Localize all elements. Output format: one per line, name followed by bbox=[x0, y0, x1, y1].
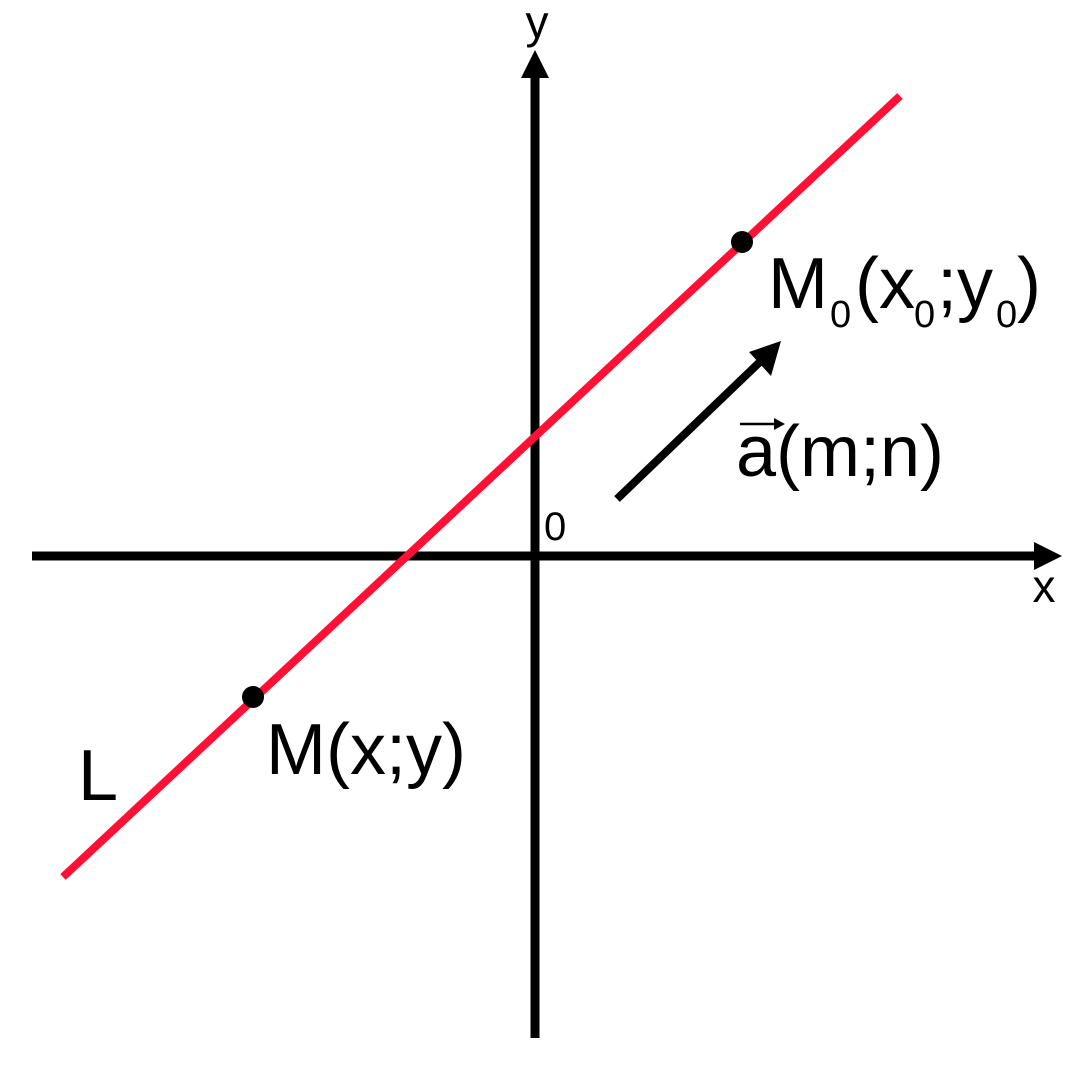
point-m0-label-main: M bbox=[768, 244, 828, 324]
axis-x-label: x bbox=[1033, 560, 1056, 612]
point-m0-label-open-x: (x bbox=[855, 244, 915, 324]
point-m-dot bbox=[242, 686, 264, 708]
point-m0-label-sub-2: 0 bbox=[914, 294, 935, 336]
line-l bbox=[60, 93, 903, 880]
y-axis-arrowhead bbox=[521, 50, 549, 78]
direction-vector bbox=[614, 354, 768, 502]
vector-coords: (m;n) bbox=[776, 412, 944, 492]
point-m0-label-sub-3: 0 bbox=[996, 294, 1017, 336]
point-m0-label-sep-y: ;y bbox=[937, 244, 993, 324]
direction-vector-arrowhead bbox=[749, 341, 781, 376]
vector-letter: a bbox=[736, 412, 777, 492]
line-label: L bbox=[78, 736, 118, 816]
point-m0-dot bbox=[731, 231, 753, 253]
vector-label: a (m;n) bbox=[736, 412, 944, 492]
point-m0-label-sub-1: 0 bbox=[830, 294, 851, 336]
axis-y-label: y bbox=[526, 0, 549, 48]
point-m0-label-close: ) bbox=[1017, 244, 1041, 324]
x-axis-arrowhead bbox=[1034, 542, 1062, 570]
vector-overarrow-icon bbox=[774, 418, 785, 430]
origin-label: 0 bbox=[544, 505, 566, 549]
point-m-label: M(x;y) bbox=[266, 710, 466, 790]
point-m0-label: M 0 (x 0 ;y 0 ) bbox=[768, 244, 1041, 336]
